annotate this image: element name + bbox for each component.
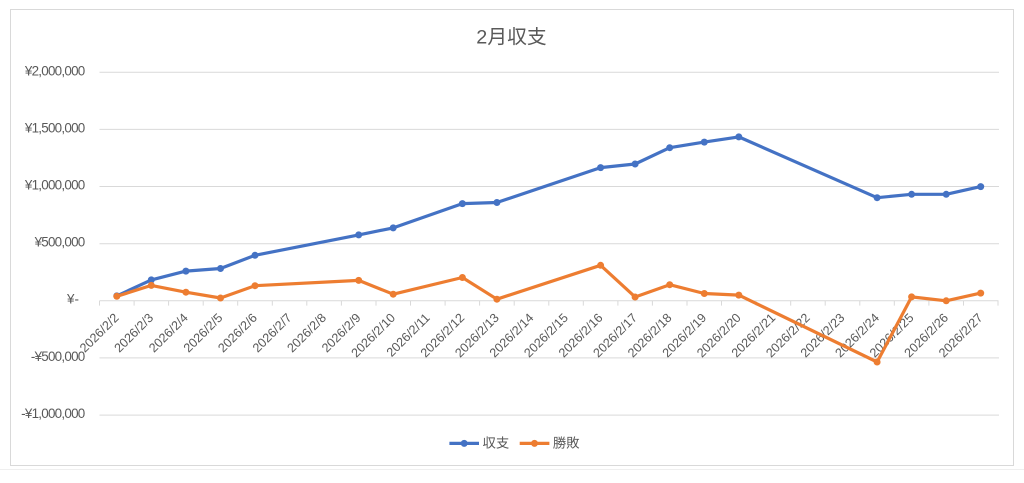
svg-text:-¥1,000,000: -¥1,000,000 xyxy=(21,406,85,421)
svg-text:¥500,000: ¥500,000 xyxy=(34,235,85,250)
svg-text:¥-: ¥- xyxy=(66,291,79,306)
svg-text:¥1,000,000: ¥1,000,000 xyxy=(24,178,85,193)
svg-text:-¥500,000: -¥500,000 xyxy=(31,349,85,364)
svg-text:¥1,500,000: ¥1,500,000 xyxy=(24,120,85,135)
svg-text:¥2,000,000: ¥2,000,000 xyxy=(24,63,85,78)
svg-text:2: 2 xyxy=(476,27,487,49)
